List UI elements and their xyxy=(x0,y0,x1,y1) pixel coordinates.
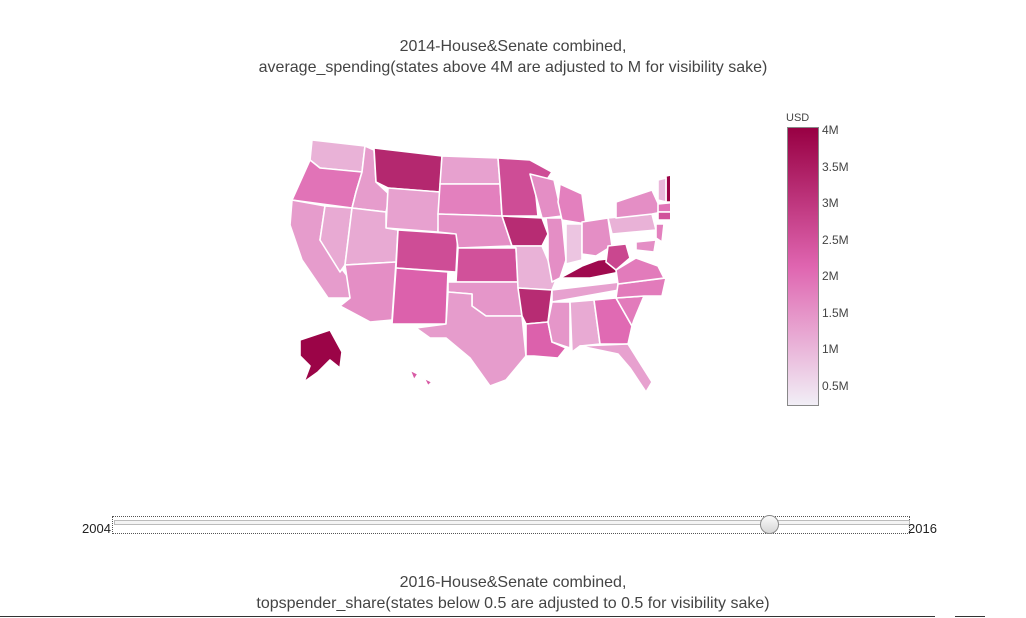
state-ma[interactable] xyxy=(658,202,670,212)
colorbar-title: USD xyxy=(786,112,809,124)
slider-min-label: 2004 xyxy=(82,521,111,536)
state-wy[interactable] xyxy=(386,188,440,232)
state-in[interactable] xyxy=(566,224,582,264)
state-ak[interactable] xyxy=(300,330,342,382)
state-mi[interactable] xyxy=(558,184,586,224)
state-ks[interactable] xyxy=(456,248,518,282)
colorbar-tick-label: 3.5M xyxy=(822,160,849,174)
state-nj[interactable] xyxy=(656,224,664,242)
state-nm[interactable] xyxy=(392,268,448,324)
divider xyxy=(955,616,985,617)
colorbar-tick-label: 1M xyxy=(822,342,839,356)
colorbar-tick-label: 1.5M xyxy=(822,306,849,320)
colorbar-tick-label: 0.5M xyxy=(822,379,849,393)
colorbar-tick-label: 3M xyxy=(822,196,839,210)
state-ar[interactable] xyxy=(518,288,552,324)
state-ny[interactable] xyxy=(616,190,662,218)
colorbar-tick-label: 2.5M xyxy=(822,233,849,247)
us-choropleth-map[interactable] xyxy=(290,120,670,395)
colorbar-tick-label: 2M xyxy=(822,269,839,283)
state-sd[interactable] xyxy=(438,184,502,216)
year-slider-handle[interactable] xyxy=(760,515,779,534)
state-nd[interactable] xyxy=(440,156,500,184)
state-fl[interactable] xyxy=(580,344,652,392)
colorbar-tick-label: 4M xyxy=(822,123,839,137)
second-map-title: 2016-House&Senate combined, topspender_s… xyxy=(0,572,1026,614)
divider xyxy=(0,616,935,617)
year-slider-frame xyxy=(112,516,910,534)
state-co[interactable] xyxy=(396,230,458,272)
state-ct[interactable] xyxy=(658,212,670,220)
state-ms[interactable] xyxy=(548,302,570,348)
second-map-title-line1: 2016-House&Senate combined, xyxy=(0,572,1026,593)
map-title-line1: 2014-House&Senate combined, xyxy=(0,36,1026,57)
year-slider-track[interactable] xyxy=(114,520,910,525)
second-map-title-line2: topspender_share(states below 0.5 are ad… xyxy=(0,593,1026,614)
state-hi[interactable] xyxy=(410,370,432,386)
state-vt[interactable] xyxy=(658,178,666,202)
state-az[interactable] xyxy=(340,262,396,322)
state-mt[interactable] xyxy=(374,148,442,192)
state-md[interactable] xyxy=(636,240,656,252)
map-title-line2: average_spending(states above 4M are adj… xyxy=(0,57,1026,78)
slider-max-label: 2016 xyxy=(908,521,937,536)
map-title: 2014-House&Senate combined, average_spen… xyxy=(0,36,1026,78)
colorbar xyxy=(787,127,819,406)
